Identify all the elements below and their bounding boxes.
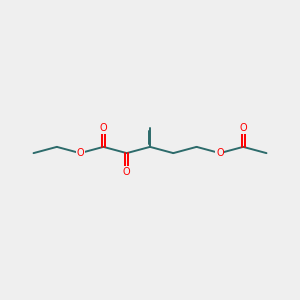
Text: O: O [76,148,84,158]
Text: O: O [239,123,247,133]
Text: O: O [123,167,130,177]
Text: O: O [216,148,224,158]
Text: O: O [100,123,107,133]
